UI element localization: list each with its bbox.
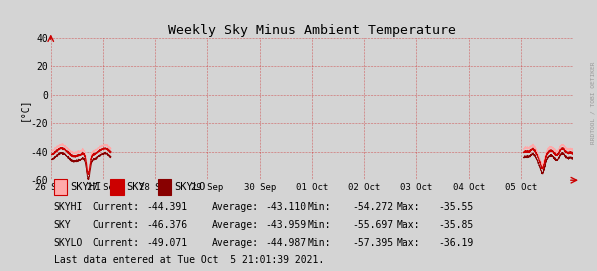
Text: Average:: Average: — [212, 220, 259, 230]
Text: -35.55: -35.55 — [439, 202, 474, 212]
Text: -35.85: -35.85 — [439, 220, 474, 230]
Text: Max:: Max: — [397, 220, 420, 230]
Text: -55.697: -55.697 — [352, 220, 393, 230]
Text: Max:: Max: — [397, 202, 420, 212]
Text: -54.272: -54.272 — [352, 202, 393, 212]
Text: SKYLO: SKYLO — [174, 182, 205, 192]
Text: Average:: Average: — [212, 202, 259, 212]
Text: SKY: SKY — [54, 220, 72, 230]
Text: SKYHI: SKYHI — [70, 182, 101, 192]
Y-axis label: [°C]: [°C] — [19, 97, 29, 121]
Text: SKYHI: SKYHI — [54, 202, 83, 212]
Text: Current:: Current: — [93, 202, 140, 212]
Title: Weekly Sky Minus Ambient Temperature: Weekly Sky Minus Ambient Temperature — [168, 24, 456, 37]
Text: -57.395: -57.395 — [352, 238, 393, 247]
Text: -44.987: -44.987 — [266, 238, 307, 247]
Text: Average:: Average: — [212, 238, 259, 247]
Text: Max:: Max: — [397, 238, 420, 247]
Text: Min:: Min: — [307, 220, 331, 230]
Text: SKYLO: SKYLO — [54, 238, 83, 247]
Text: -43.959: -43.959 — [266, 220, 307, 230]
Text: RRDTOOL / TOBI OETIKER: RRDTOOL / TOBI OETIKER — [590, 62, 595, 144]
Text: -49.071: -49.071 — [146, 238, 187, 247]
Text: Current:: Current: — [93, 220, 140, 230]
Text: Min:: Min: — [307, 238, 331, 247]
Text: Last data entered at Tue Oct  5 21:01:39 2021.: Last data entered at Tue Oct 5 21:01:39 … — [54, 255, 324, 265]
Text: -43.110: -43.110 — [266, 202, 307, 212]
Text: -36.19: -36.19 — [439, 238, 474, 247]
Text: SKY: SKY — [127, 182, 145, 192]
Text: -44.391: -44.391 — [146, 202, 187, 212]
Text: Min:: Min: — [307, 202, 331, 212]
Text: Current:: Current: — [93, 238, 140, 247]
Text: -46.376: -46.376 — [146, 220, 187, 230]
